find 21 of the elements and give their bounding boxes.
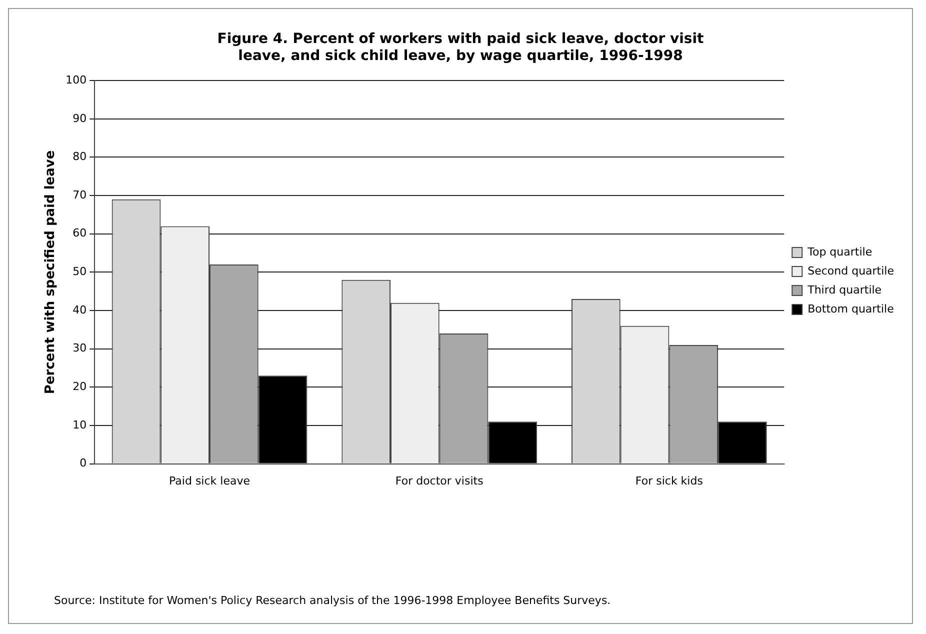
y-tick-label: 10 [72,418,87,432]
y-tick-label: 20 [72,380,87,394]
source-note: Source: Institute for Women's Policy Research analysis of the 1996-1998 Employee Benefits Surveys. [54,594,611,607]
x-tick-label: For doctor visits [395,474,484,488]
y-tick-label: 60 [72,226,87,240]
legend-label: Bottom quartile [808,302,894,316]
y-tick-label: 40 [72,303,87,316]
y-tick-label: 80 [72,150,87,164]
legend-label: Third quartile [806,283,882,296]
legend-label: Second quartile [808,264,894,278]
y-tick-label: 70 [72,188,87,202]
legend-label: Top quartile [806,245,872,258]
x-tick-label: For sick kids [635,474,704,488]
y-axis-title: Percent with specified paid leave [43,150,58,394]
x-tick-label: Paid sick leave [169,474,250,488]
y-tick-label: 100 [66,73,87,86]
y-tick-label: 30 [72,342,87,355]
y-tick-label: 50 [72,265,87,278]
chart-title: Figure 4. Percent of workers with paid sick leave, doctor visit leave, and sick child leave, by wage quartile, 1996-1998 [216,31,705,65]
y-tick-label: 90 [72,112,87,125]
y-tick-label: 0 [80,456,87,470]
